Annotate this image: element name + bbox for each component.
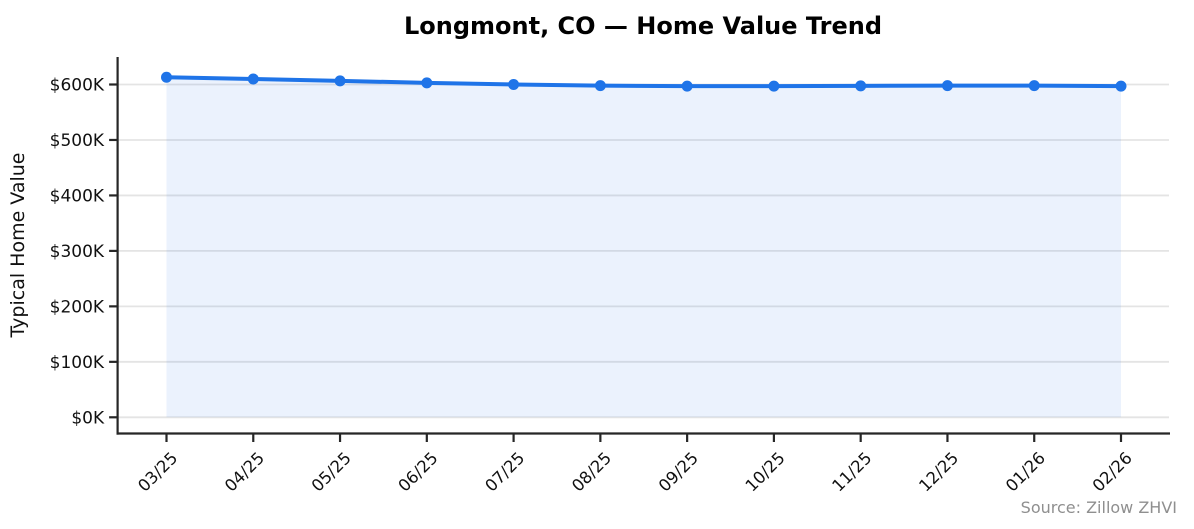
area-fill-layer	[166, 77, 1121, 418]
data-point-06-25	[421, 77, 433, 89]
x-tick-label: 10/25	[742, 448, 789, 495]
data-point-12-25	[941, 80, 953, 92]
x-tick-label: 09/25	[655, 448, 702, 495]
gridlines	[118, 83, 1169, 419]
data-point-01-26	[1028, 80, 1040, 92]
x-tick-label: 05/25	[308, 448, 355, 495]
data-point-04-25	[247, 73, 259, 85]
x-tick-label: 07/25	[481, 448, 528, 495]
trend-line-layer	[164, 75, 1123, 89]
x-tick-label: 08/25	[568, 448, 615, 495]
data-point-10-25	[768, 80, 780, 92]
x-tick-label: 11/25	[828, 448, 875, 495]
y-tick-label: $200K	[50, 297, 105, 317]
x-tick-label: 06/25	[395, 448, 442, 495]
y-tick-label: $100K	[50, 353, 105, 373]
data-point-11-25	[855, 80, 867, 92]
x-tick-label: 12/25	[915, 448, 962, 495]
x-tick-label: 01/26	[1002, 448, 1049, 495]
x-axis-ticks: 03/25 04/25 05/25 06/25 07/25 08/25 09/25 10/25…	[134, 433, 1136, 495]
x-tick-label: 04/25	[221, 448, 268, 495]
y-tick-label: $300K	[50, 242, 105, 262]
data-point-09-25	[681, 80, 693, 92]
area-fill	[166, 77, 1121, 418]
data-point-07-25	[508, 79, 520, 90]
y-tick-label: $600K	[50, 76, 105, 96]
data-points-layer	[161, 71, 1127, 92]
y-tick-label: $500K	[50, 131, 105, 151]
data-point-02-26	[1115, 80, 1127, 92]
y-axis-ticks: $0K $100K $200K $300K $400K $500K $600K	[50, 76, 118, 428]
axes-layer	[116, 57, 1170, 435]
data-point-03-25	[161, 71, 172, 83]
y-tick-label: $400K	[50, 186, 105, 206]
x-tick-label: 02/26	[1089, 448, 1136, 495]
chart-title: Longmont, CO — Home Value Trend	[404, 12, 882, 40]
trend-line	[164, 75, 1123, 89]
data-point-08-25	[594, 80, 606, 92]
x-tick-label: 03/25	[134, 448, 181, 495]
y-axis-title: Typical Home Value	[7, 153, 29, 339]
source-note: Source: Zillow ZHVI	[1021, 498, 1177, 517]
y-tick-label: $0K	[71, 408, 105, 428]
data-point-05-25	[334, 75, 346, 87]
